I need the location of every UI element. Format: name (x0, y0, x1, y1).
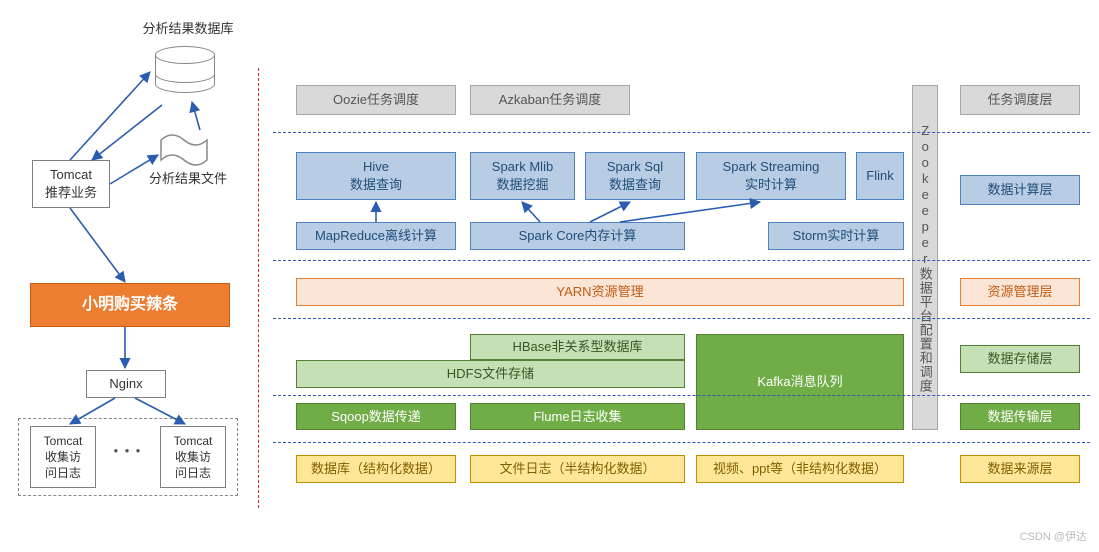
hsep-0 (273, 132, 1090, 133)
hsep-1 (273, 260, 1090, 261)
db-cylinder (155, 55, 215, 93)
node-compute-2: Spark Sql 数据查询 (585, 152, 685, 200)
hsep-3 (273, 395, 1090, 396)
layer-label-yarn: 资源管理层 (960, 278, 1080, 306)
node-yarn-0: YARN资源管理 (296, 278, 904, 306)
nginx-box: Nginx (86, 370, 166, 398)
hsep-2 (273, 318, 1090, 319)
node-sched-1: Azkaban任务调度 (470, 85, 630, 115)
file-label: 分析结果文件 (128, 170, 248, 188)
node-transfer-0: Sqoop数据传递 (296, 403, 456, 430)
node-sched-0: Oozie任务调度 (296, 85, 456, 115)
node-source-0: 数据库（结构化数据） (296, 455, 456, 483)
vertical-divider (258, 68, 259, 508)
layer-label-transfer: 数据传输层 (960, 403, 1080, 430)
file-icon (160, 134, 208, 166)
layer-label-source: 数据来源层 (960, 455, 1080, 483)
node-compute-0: Hive 数据查询 (296, 152, 456, 200)
node-transfer-1: Flume日志收集 (470, 403, 685, 430)
layer-label-storage: 数据存储层 (960, 345, 1080, 373)
node-storage-2: Kafka消息队列 (696, 334, 904, 430)
tomcat-log-1: Tomcat 收集访 问日志 (30, 426, 96, 488)
layer-label-sched: 任务调度层 (960, 85, 1080, 115)
tomcat-log-2: Tomcat 收集访 问日志 (160, 426, 226, 488)
node-storage-0: HBase非关系型数据库 (470, 334, 685, 360)
hsep-4 (273, 442, 1090, 443)
node-source-1: 文件日志（半结构化数据） (470, 455, 685, 483)
node-compute-3: Spark Streaming 实时计算 (696, 152, 846, 200)
ellipsis: ● ● ● (106, 446, 150, 457)
node-compute-4: Flink (856, 152, 904, 200)
node-compute-6: Spark Core内存计算 (470, 222, 685, 250)
node-storage-1: HDFS文件存储 (296, 360, 685, 388)
node-source-2: 视频、ppt等（非结构化数据） (696, 455, 904, 483)
action-box: 小明购买辣条 (30, 283, 230, 327)
node-compute-7: Storm实时计算 (768, 222, 904, 250)
db-label: 分析结果数据库 (128, 20, 248, 38)
watermark: CSDN @伊达 (1020, 528, 1087, 544)
node-compute-1: Spark Mlib 数据挖掘 (470, 152, 575, 200)
layer-label-compute: 数据计算层 (960, 175, 1080, 205)
tomcat-rec-box: Tomcat 推荐业务 (32, 160, 110, 208)
node-compute-5: MapReduce离线计算 (296, 222, 456, 250)
zookeeper-bar: Zookeeper数据平台配置和调度 (912, 85, 938, 430)
